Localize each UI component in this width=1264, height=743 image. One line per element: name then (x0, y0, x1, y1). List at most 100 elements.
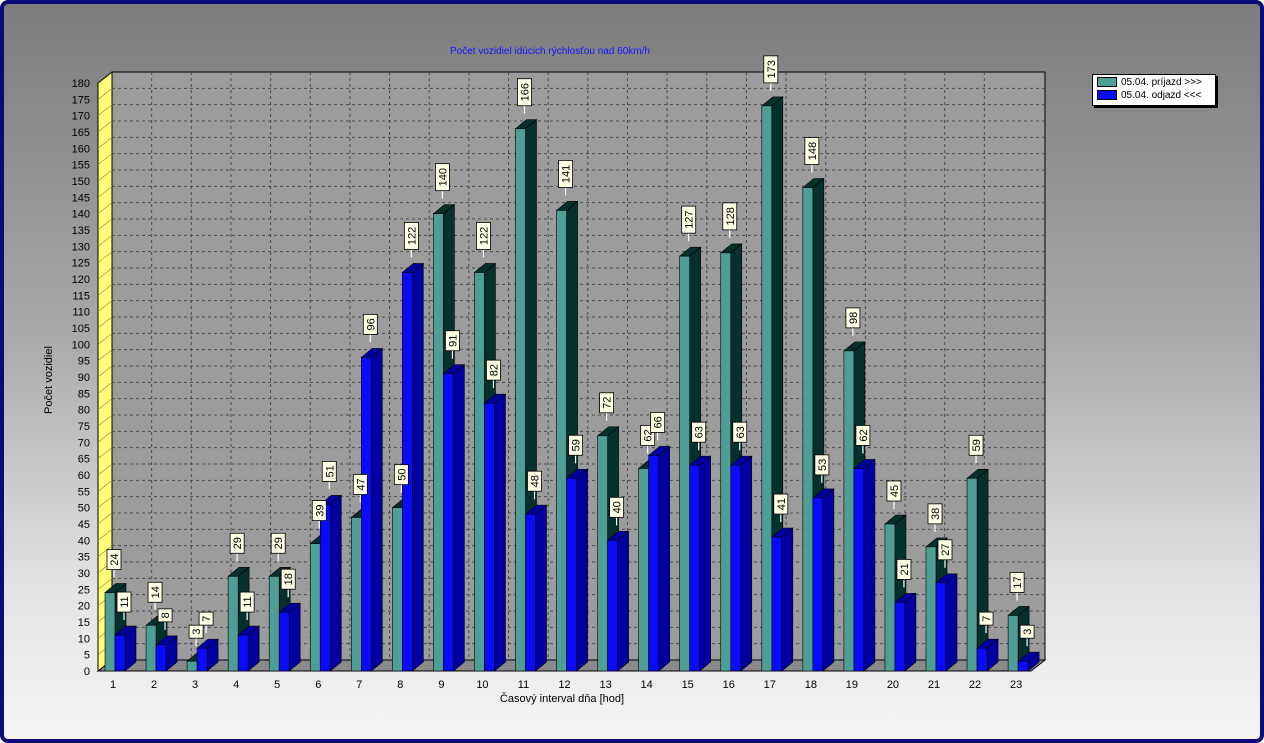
data-label-text: 140 (437, 168, 449, 186)
data-label: 59 (968, 434, 984, 464)
x-tick-label: 19 (846, 679, 858, 691)
x-tick-label: 17 (764, 679, 776, 691)
x-tick-label: 13 (599, 679, 611, 691)
y-tick-label: 60 (78, 470, 90, 482)
data-label-text: 50 (396, 469, 408, 481)
gridline-side (97, 202, 113, 214)
data-label: 66 (650, 411, 666, 441)
y-tick-label: 75 (78, 421, 90, 433)
data-label: 3 (188, 624, 204, 647)
bar-front (566, 477, 577, 672)
x-tick-label: 11 (518, 679, 529, 691)
data-label: 11 (116, 591, 132, 621)
bar-front (638, 468, 649, 672)
gridline-side (97, 496, 113, 508)
y-tick-label: 70 (78, 437, 90, 449)
bar-departure (442, 364, 466, 672)
data-label-box (845, 307, 861, 329)
bar-side (822, 488, 835, 672)
data-label-text: 41 (776, 498, 788, 510)
gridline-side (97, 88, 113, 100)
data-label-text: 3 (191, 629, 203, 635)
data-label-box (198, 611, 214, 626)
y-tick-label: 15 (78, 617, 90, 629)
data-label-box (599, 392, 614, 414)
data-label-text: 7 (201, 616, 213, 622)
data-label-text: 21 (899, 563, 911, 575)
bar-side (945, 573, 958, 672)
bar-front (812, 497, 824, 672)
data-label-box (116, 591, 132, 613)
gridline-side (97, 251, 113, 263)
y-tick-label: 95 (78, 356, 90, 368)
bar-departure (935, 573, 958, 672)
bar-front (474, 272, 485, 672)
data-label-box (814, 454, 830, 476)
data-label: 140 (434, 163, 450, 199)
data-label-text: 45 (889, 485, 901, 497)
bar-arrival (966, 468, 989, 672)
y-axis-title: Počet vozidiel (43, 346, 55, 414)
bar-front (597, 435, 608, 672)
y-tick-label: 160 (72, 143, 90, 155)
bar-side (453, 364, 465, 672)
data-label: 122 (403, 222, 419, 258)
bar-front (761, 105, 773, 672)
data-label-box (927, 503, 943, 525)
data-label-box (229, 532, 245, 554)
bar-front (679, 255, 691, 672)
bar-side (904, 592, 917, 672)
bar-front (607, 540, 618, 672)
data-label: 50 (393, 464, 409, 493)
bar-front (966, 477, 978, 672)
data-label-text: 82 (488, 364, 500, 376)
data-label-box (691, 421, 707, 443)
y-tick-label: 115 (72, 290, 90, 302)
data-label-text: 128 (725, 207, 737, 225)
x-tick-label: 21 (928, 679, 940, 691)
data-label-box (106, 549, 122, 570)
y-tick-label: 20 (78, 601, 90, 613)
y-tick-label: 50 (78, 503, 90, 515)
bar-side (863, 458, 876, 672)
y-tick-label: 55 (78, 486, 90, 498)
bar-front (802, 187, 814, 672)
data-label-text: 24 (109, 553, 121, 565)
data-label: 38 (927, 503, 943, 532)
bar-departure (853, 458, 876, 672)
data-label-box (763, 55, 779, 84)
y-tick-label: 110 (72, 307, 90, 319)
data-label-box (896, 559, 912, 580)
bar-front (884, 523, 896, 672)
bar-front (196, 647, 208, 672)
data-label: 11 (239, 591, 255, 621)
data-label: 148 (804, 137, 820, 173)
data-label-box (393, 464, 409, 486)
data-label-text: 72 (602, 397, 614, 409)
bar-departure (770, 527, 794, 672)
x-tick-label: 3 (192, 679, 198, 691)
data-label: 173 (763, 55, 779, 91)
data-label-box (1009, 572, 1025, 593)
data-label: 63 (732, 421, 748, 451)
data-label-text: 27 (940, 544, 952, 556)
y-tick-label: 120 (72, 274, 90, 286)
data-label-text: 3 (1022, 629, 1034, 635)
data-label-text: 17 (1012, 576, 1024, 588)
bar-front (227, 575, 239, 672)
x-tick-label: 22 (969, 679, 981, 691)
data-label-box (681, 205, 697, 234)
legend: 05.04. príjazd >>> 05.04. odjazd <<< (1092, 74, 1216, 106)
data-label: 122 (476, 222, 491, 258)
data-label-box (558, 159, 573, 188)
gridline-side (97, 333, 113, 345)
legend-label-departure: 05.04. odjazd <<< (1121, 90, 1202, 101)
x-tick-label: 14 (641, 679, 653, 691)
data-label-text: 48 (530, 475, 542, 487)
data-label-text: 14 (150, 586, 162, 598)
data-label-text: 66 (653, 416, 665, 428)
bar-side (617, 530, 629, 672)
data-label: 40 (609, 496, 624, 526)
x-tick-label: 9 (438, 679, 444, 691)
